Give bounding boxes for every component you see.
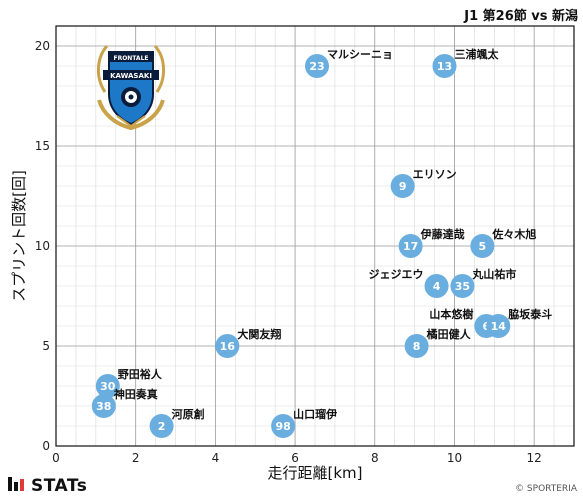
plot-frame <box>55 25 575 447</box>
player-name: エリソン <box>413 168 457 181</box>
player-number: 98 <box>275 420 290 433</box>
player-number: 4 <box>433 280 441 293</box>
player-name: 神田奏真 <box>114 387 158 401</box>
player-point: 9 エリソン <box>390 168 457 198</box>
player-marker <box>450 274 475 298</box>
player-marker <box>398 234 423 258</box>
player-name: 佐々木旭 <box>491 227 536 241</box>
player-name: 丸山祐市 <box>471 267 516 281</box>
y-axis-label: スプリント回数[回] <box>10 170 28 302</box>
crest-top-text: FRONTALE <box>113 55 148 62</box>
y-tick-label: 20 <box>35 39 50 53</box>
player-number: 38 <box>96 400 111 413</box>
player-marker <box>390 174 415 198</box>
x-tick-label: 6 <box>291 451 299 465</box>
player-marker <box>424 274 449 298</box>
player-number: 14 <box>491 320 507 333</box>
player-point: 2 河原創 <box>149 407 205 438</box>
y-tick-label: 15 <box>35 139 50 153</box>
player-marker <box>91 394 116 418</box>
x-tick-label: 2 <box>132 451 140 465</box>
y-tick-label: 0 <box>42 439 50 453</box>
player-number: 5 <box>479 240 487 253</box>
y-tick-label: 5 <box>42 339 50 353</box>
x-tick-label: 0 <box>52 451 60 465</box>
player-number: 23 <box>309 60 324 73</box>
player-number: 9 <box>399 180 407 193</box>
player-number: 17 <box>403 240 418 253</box>
player-name: 大関友翔 <box>237 327 281 341</box>
player-number: 30 <box>100 380 116 393</box>
player-name: 河原創 <box>172 407 205 421</box>
player-point: 5 佐々木旭 <box>470 227 536 258</box>
player-marker <box>432 54 457 78</box>
x-tick-label: 8 <box>371 451 379 465</box>
player-marker <box>304 54 329 78</box>
copyright: © SPORTERIA <box>515 484 578 494</box>
player-marker <box>470 234 495 258</box>
kawasaki-frontale-crest: FRONTALE KAWASAKI <box>97 44 165 131</box>
player-number: 13 <box>437 60 452 73</box>
player-name: 伊藤達哉 <box>420 227 465 241</box>
stats-logo: STATs <box>8 476 87 496</box>
player-marker <box>486 314 511 338</box>
x-axis-label: 走行距離[km] <box>267 464 362 482</box>
player-name: 橘田健人 <box>426 327 472 341</box>
player-name: 山口瑠伊 <box>293 407 337 421</box>
crest-band-text: KAWASAKI <box>110 72 152 80</box>
y-tick-labels: 0 5 10 15 20 <box>35 39 50 453</box>
player-point: 8 橘田健人 <box>404 327 472 358</box>
player-number: 8 <box>413 340 421 353</box>
chart-title: J1 第26節 vs 新潟 <box>463 8 578 24</box>
player-name: 脇坂泰斗 <box>508 307 552 321</box>
player-marker <box>95 374 120 398</box>
x-tick-labels: 0 2 4 6 8 10 12 <box>52 451 542 465</box>
player-marker <box>271 414 296 438</box>
player-name: 野田裕人 <box>118 367 163 381</box>
player-name: 三浦颯太 <box>455 47 500 61</box>
player-marker <box>215 334 240 358</box>
player-name: 山本悠樹 <box>429 307 473 321</box>
player-number: 16 <box>220 340 236 353</box>
player-number: 2 <box>158 420 166 433</box>
player-point: 4 ジェジエウ <box>369 268 449 298</box>
player-name: マルシーニョ <box>327 48 393 61</box>
player-name: ジェジエウ <box>369 268 424 281</box>
player-marker <box>149 414 174 438</box>
x-tick-label: 12 <box>527 451 542 465</box>
player-marker <box>404 334 429 358</box>
brand-name: STATs <box>31 476 87 496</box>
x-tick-label: 4 <box>212 451 220 465</box>
player-number: 35 <box>455 280 470 293</box>
y-tick-label: 10 <box>35 239 50 253</box>
x-tick-label: 10 <box>447 451 462 465</box>
